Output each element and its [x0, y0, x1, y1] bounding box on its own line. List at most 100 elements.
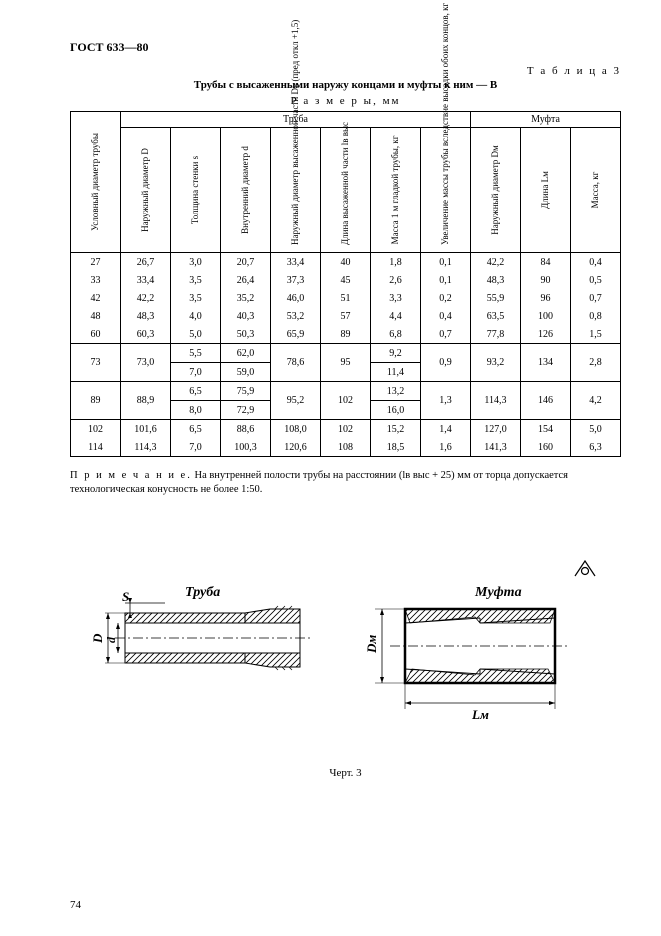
table-cell: 72,9: [221, 401, 271, 420]
table-cell: 0,4: [421, 307, 471, 325]
page-number: 74: [70, 899, 81, 911]
table-cell: 114,3: [471, 382, 521, 420]
table-cell: 7,0: [171, 438, 221, 457]
col-group-coupling: Муфта: [471, 112, 621, 128]
col-1: Наружный диаметр D: [141, 135, 151, 245]
table-cell: 37,3: [271, 271, 321, 289]
col-6: Масса 1 м гладкой трубы, кг: [391, 135, 401, 245]
table-cell: 1,5: [571, 325, 621, 344]
table-cell: 84: [521, 253, 571, 272]
table-cell: 65,9: [271, 325, 321, 344]
table-cell: 40: [321, 253, 371, 272]
svg-text:D: D: [90, 633, 105, 644]
col-5: Длина высаженной части lв выс: [341, 135, 351, 245]
table-cell: 18,5: [371, 438, 421, 457]
table-cell: 20,7: [221, 253, 271, 272]
table-cell: 9,2: [371, 344, 421, 363]
table-cell: 6,5: [171, 382, 221, 401]
table-cell: 120,6: [271, 438, 321, 457]
table-cell: 0,1: [421, 253, 471, 272]
table-cell: 75,9: [221, 382, 271, 401]
table-cell: 6,3: [571, 438, 621, 457]
svg-text:S: S: [122, 589, 129, 604]
table-cell: 16,0: [371, 401, 421, 420]
table-cell: 3,3: [371, 289, 421, 307]
data-table: Условный диаметр трубы Труба Муфта Наруж…: [70, 111, 621, 457]
table-cell: 50,3: [221, 325, 271, 344]
table-cell: 78,6: [271, 344, 321, 382]
table-cell: 57: [321, 307, 371, 325]
table-cell: 5,5: [171, 344, 221, 363]
table-cell: 5,0: [171, 325, 221, 344]
table-cell: 63,5: [471, 307, 521, 325]
table-cell: 15,2: [371, 420, 421, 439]
table-cell: 48: [71, 307, 121, 325]
table-cell: 27: [71, 253, 121, 272]
table-cell: 88,9: [121, 382, 171, 420]
table-cell: 7,0: [171, 363, 221, 382]
table-cell: 2,8: [571, 344, 621, 382]
table-cell: 114,3: [121, 438, 171, 457]
table-cell: 100,3: [221, 438, 271, 457]
table-cell: 95,2: [271, 382, 321, 420]
table-cell: 33,4: [121, 271, 171, 289]
table-cell: 0,4: [571, 253, 621, 272]
table-cell: 2,6: [371, 271, 421, 289]
col-8: Наружный диаметр Dм: [491, 135, 501, 245]
table-cell: 141,3: [471, 438, 521, 457]
table-cell: 0,2: [421, 289, 471, 307]
table-cell: 48,3: [471, 271, 521, 289]
col-4: Наружный диаметр высаженной части Dв (пр…: [291, 135, 301, 245]
table-cell: 1,4: [421, 420, 471, 439]
svg-text:Муфта: Муфта: [474, 585, 522, 600]
table-cell: 4,0: [171, 307, 221, 325]
table-cell: 51: [321, 289, 371, 307]
svg-text:Lм: Lм: [471, 707, 489, 722]
col-0: Условный диаметр трубы: [91, 127, 101, 237]
svg-text:d: d: [104, 636, 118, 643]
table-cell: 33: [71, 271, 121, 289]
table-sizes: Р а з м е р ы, мм: [70, 95, 621, 107]
table-cell: 26,7: [121, 253, 171, 272]
table-cell: 8,0: [171, 401, 221, 420]
table-cell: 40,3: [221, 307, 271, 325]
table-cell: 93,2: [471, 344, 521, 382]
table-cell: 0,5: [571, 271, 621, 289]
table-cell: 102: [321, 420, 371, 439]
table-cell: 33,4: [271, 253, 321, 272]
table-cell: 102: [71, 420, 121, 439]
table-cell: 62,0: [221, 344, 271, 363]
table-cell: 0,9: [421, 344, 471, 382]
table-cell: 60,3: [121, 325, 171, 344]
table-cell: 146: [521, 382, 571, 420]
table-cell: 11,4: [371, 363, 421, 382]
table-cell: 3,5: [171, 271, 221, 289]
table-title: Трубы с высаженными наружу концами и муф…: [70, 79, 621, 91]
table-cell: 0,1: [421, 271, 471, 289]
table-cell: 102: [321, 382, 371, 420]
table-cell: 53,2: [271, 307, 321, 325]
table-cell: 100: [521, 307, 571, 325]
fig-pipe-label: Труба: [185, 585, 220, 600]
col-2: Толщина стенки s: [191, 135, 201, 245]
col-10: Масса, кг: [591, 135, 601, 245]
table-number: Т а б л и ц а 3: [70, 65, 621, 77]
table-cell: 114: [71, 438, 121, 457]
note-label: П р и м е ч а н и е.: [70, 470, 192, 481]
table-cell: 108: [321, 438, 371, 457]
table-cell: 6,8: [371, 325, 421, 344]
table-cell: 48,3: [121, 307, 171, 325]
table-cell: 95: [321, 344, 371, 382]
svg-text:Dм: Dм: [364, 635, 379, 654]
table-cell: 1,3: [421, 382, 471, 420]
table-cell: 3,0: [171, 253, 221, 272]
table-cell: 1,6: [421, 438, 471, 457]
table-cell: 73,0: [121, 344, 171, 382]
table-cell: 4,4: [371, 307, 421, 325]
table-cell: 42: [71, 289, 121, 307]
table-cell: 96: [521, 289, 571, 307]
table-cell: 101,6: [121, 420, 171, 439]
table-cell: 45: [321, 271, 371, 289]
table-cell: 88,6: [221, 420, 271, 439]
col-3: Внутренний диаметр d: [241, 135, 251, 245]
